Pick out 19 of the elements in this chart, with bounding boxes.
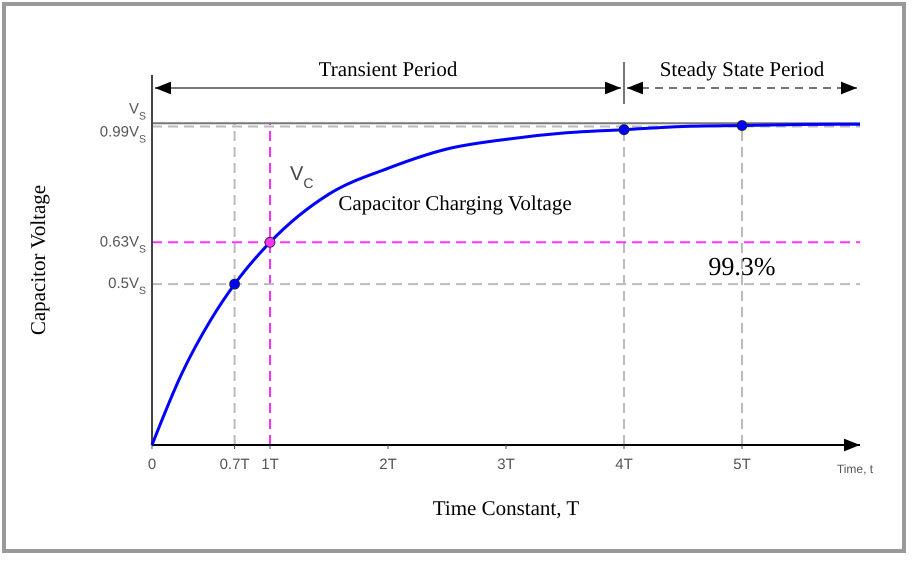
y-tick-label: 0.5V$_{S}$ (108, 275, 146, 298)
x-tick-label: 5T (733, 456, 751, 473)
x-tick-label: 4T (615, 456, 633, 473)
x-tick-label: 3T (497, 456, 515, 473)
x-axis-title: Time Constant, T (432, 496, 580, 520)
ref-line-label: V$_{S}$ (128, 100, 146, 122)
y-tick-label: 0.63V$_{S}$ (100, 233, 146, 256)
x-tick-label: 0 (148, 456, 156, 473)
annotation: Capacitor Charging Voltage (338, 191, 572, 215)
annotation: V$_{C}$ (290, 163, 314, 191)
annotation: Steady State Period (660, 57, 825, 81)
y-tick-label: 0.99V$_{S}$ (100, 123, 146, 146)
annotation: Transient Period (318, 57, 458, 81)
x-tick-label: 1T (261, 456, 279, 473)
annotation: 99.3% (708, 252, 776, 281)
x-tick-label: 2T (379, 456, 397, 473)
x-tick-label: 0.7T (220, 456, 250, 473)
text: Time, t (836, 462, 874, 476)
y-axis-title: Capacitor Voltage (26, 184, 50, 336)
